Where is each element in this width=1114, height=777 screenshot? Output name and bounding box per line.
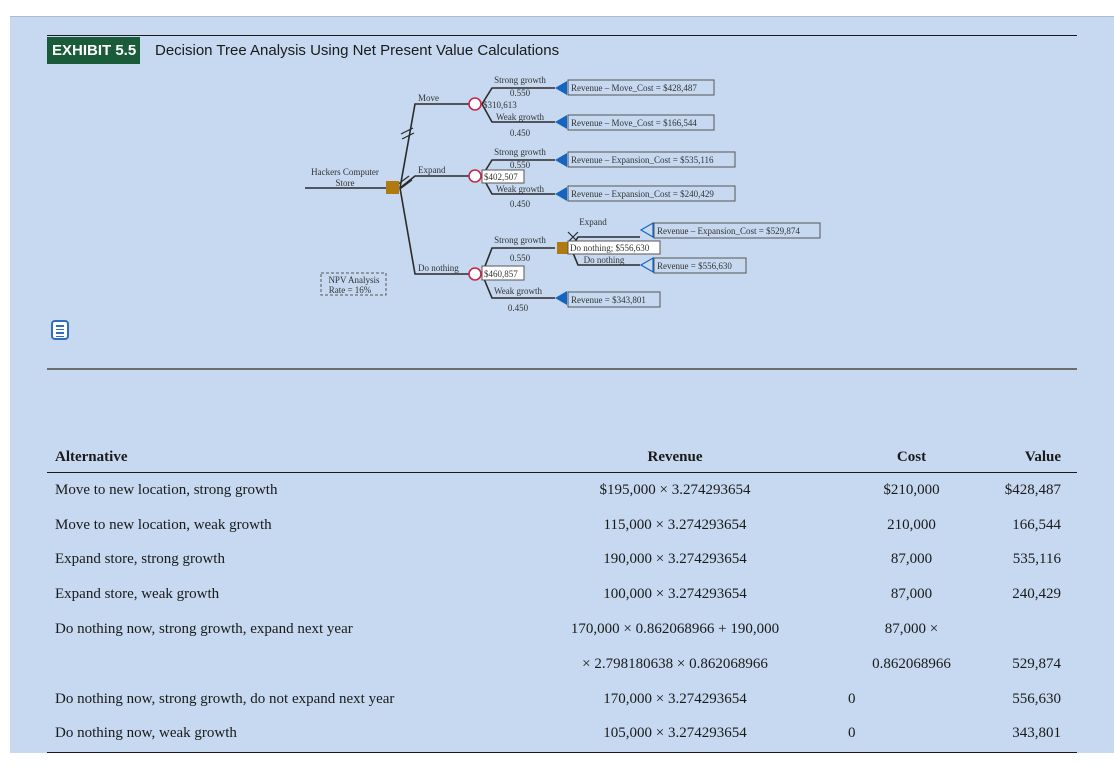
sub-expand-label: Expand [579,217,607,227]
cell-alternative: Move to new location, weak growth [55,516,272,533]
table-row: Move to new location, strong growth $195… [47,473,1077,508]
table-header-row: Alternative Revenue Cost Value [47,442,1077,473]
cell-cost: 210,000 [887,516,936,533]
page-background [10,16,1114,753]
table-row: Do nothing now, strong growth, expand ne… [47,612,1077,647]
dn-weak-prob: 0.450 [508,303,529,313]
expand-strong-payoff: Revenue – Expansion_Cost = $535,116 [571,155,714,165]
branch-do-nothing-label: Do nothing [418,263,459,273]
expand-weak-label: Weak growth [496,184,545,194]
cell-revenue: 115,000 × 3.274293654 [603,516,747,533]
root-label-2: Store [336,178,355,188]
table-row: Do nothing now, weak growth 105,000 × 3.… [47,717,1077,752]
col-header-alternative: Alternative [47,442,525,473]
branch-expand-label: Expand [418,165,446,175]
table-row-continuation: × 2.798180638 × 0.862068966 0.862068966 … [47,647,1077,682]
exhibit-tag: EXHIBIT 5.5 [47,37,141,64]
expand-value: $402,507 [484,172,518,182]
chance-node [468,97,482,111]
cell-revenue: 170,000 × 3.274293654 [603,690,747,707]
move-strong-label: Strong growth [494,75,546,85]
npv-box-line2: Rate = 16% [329,285,372,295]
move-strong-prob: 0.550 [510,88,531,98]
cell-revenue: $195,000 × 3.274293654 [599,481,751,498]
cell-cost: $210,000 [883,481,940,498]
decision-node [557,242,569,254]
move-weak-payoff: Revenue – Move_Cost = $166,544 [571,118,697,128]
table-row: Expand store, weak growth 100,000 × 3.27… [47,577,1077,612]
move-weak-label: Weak growth [496,112,545,122]
branch-move-label: Move [418,93,439,103]
cell-cost: 0 [848,725,856,742]
decision-node [386,181,399,194]
npv-box-line1: NPV Analysis [328,275,380,285]
bottom-rule [47,752,1077,753]
chance-node [468,267,482,281]
cell-alternative [47,647,525,682]
cell-cost: 87,000 [890,586,933,603]
section-divider [47,368,1077,370]
top-rule [47,35,1077,36]
root-label: Hackers Computer [311,167,379,177]
cell-value [998,612,1077,647]
dn-strong-prob: 0.550 [510,253,531,263]
cell-value: 535,116 [1012,551,1061,568]
move-weak-prob: 0.450 [510,128,531,138]
sub-nothing-label: Do nothing [584,255,625,265]
cell-alternative: Do nothing now, weak growth [55,725,237,742]
sub-nothing-payoff: Revenue = $556,630 [657,261,732,271]
cell-cost: 0 [848,690,856,707]
col-header-value: Value [998,442,1077,473]
cell-value: 240,429 [1012,586,1061,603]
cell-value: $428,487 [1004,481,1061,498]
cell-cost: 87,000 × [884,621,939,638]
cell-revenue: × 2.798180638 × 0.862068966 [582,655,768,672]
chance-node [468,169,482,183]
dn-weak-label: Weak growth [494,286,543,296]
cell-alternative: Expand store, weak growth [55,586,220,603]
expand-strong-label: Strong growth [494,147,546,157]
dn-weak-payoff: Revenue = $343,801 [571,295,646,305]
expand-weak-payoff: Revenue – Expansion_Cost = $240,429 [571,189,714,199]
cell-revenue: 170,000 × 0.862068966 + 190,000 [570,621,780,638]
cell-cost: 87,000 [890,551,933,568]
npv-table: Alternative Revenue Cost Value Move to n… [47,442,1077,751]
dn-value: $460,857 [484,269,518,279]
cell-alternative: Expand store, strong growth [55,551,225,568]
sub-decision-value: Do nothing; $556,630 [570,243,650,253]
dn-strong-label: Strong growth [494,235,546,245]
exhibit-title: Decision Tree Analysis Using Net Present… [155,42,560,59]
cell-alternative: Do nothing now, strong growth, expand ne… [55,621,353,638]
cell-revenue: 105,000 × 3.274293654 [603,725,747,742]
document-icon[interactable] [51,320,69,340]
table-row: Expand store, strong growth 190,000 × 3.… [47,543,1077,578]
cell-alternative: Move to new location, strong growth [55,481,278,498]
sub-expand-payoff: Revenue – Expansion_Cost = $529,874 [657,226,800,236]
move-value: $310,613 [483,100,517,110]
cell-value: 529,874 [1012,655,1061,672]
cell-alternative: Do nothing now, strong growth, do not ex… [55,690,395,707]
cell-cost: 0.862068966 [872,655,951,672]
table-row: Move to new location, weak growth 115,00… [47,508,1077,543]
table-row: Do nothing now, strong growth, do not ex… [47,682,1077,717]
cell-revenue: 100,000 × 3.274293654 [603,586,747,603]
expand-strong-prob: 0.550 [510,160,531,170]
col-header-revenue: Revenue [525,442,825,473]
col-header-cost: Cost [825,442,998,473]
cell-value: 343,801 [1012,725,1061,742]
cell-revenue: 190,000 × 3.274293654 [603,551,747,568]
cell-value: 556,630 [1012,690,1061,707]
cell-value: 166,544 [1012,516,1061,533]
expand-weak-prob: 0.450 [510,199,531,209]
move-strong-payoff: Revenue – Move_Cost = $428,487 [571,83,697,93]
